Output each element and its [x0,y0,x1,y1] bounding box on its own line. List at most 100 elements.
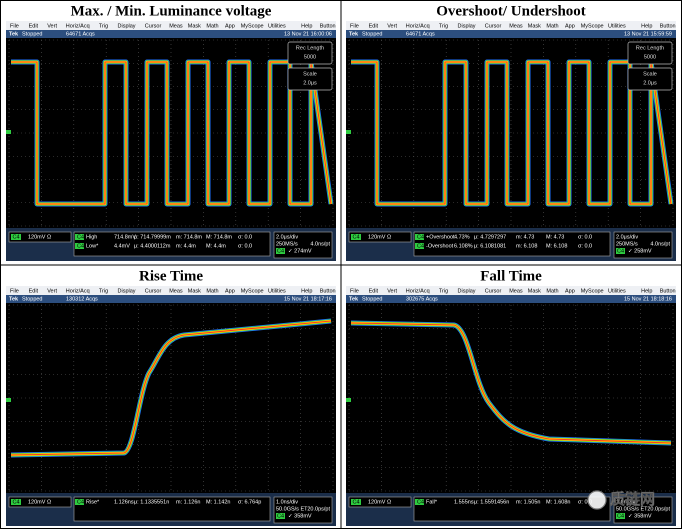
status-state: Stopped [22,296,43,302]
sample-rate: 250MS/s [616,241,638,247]
measure-tag [75,499,84,505]
menu-item: Button [660,288,676,294]
measure-cell: μ: 714.79999m [134,234,171,240]
trigger-level: ✓ 274mV [288,248,312,254]
measure-box [73,231,271,257]
measure-cell: m: 6.108 [516,243,537,249]
trigger-level: ✓ 358mV [288,513,312,519]
waveform [10,320,332,456]
status-state: Stopped [22,31,43,37]
menu-item: Vert [47,288,57,294]
status-acqs: 130312 Acqs [66,296,98,302]
menu-item: MyScope [581,23,604,29]
channel-box [348,231,412,243]
status-acqs: 64671 Acqs [66,31,95,37]
measure-cell: σ: 0.0 [578,234,592,240]
measure-cell: M: 1.142n [206,499,230,505]
measure-cell: σ: 0.0 [578,243,592,249]
trigger-source: C4 [617,513,624,519]
menu-item: App [565,23,575,29]
menu-item: Edit [29,23,39,29]
menu-item: File [350,23,359,29]
oscilloscope-screenshot: File Edit Vert Horiz/Acq Trig Display Cursor Me… [346,286,676,526]
measure-cell: σ: 0.0 [578,499,592,505]
menu-item: Vert [387,288,397,294]
resolution: 4.0ns/pt [650,241,670,247]
trigger-level: ✓ 358mV [628,513,652,519]
menu-bar [346,286,676,295]
channel-tag [351,234,361,240]
measure-cell: 714.8mV [114,234,136,240]
measure-cell: 4.73% [454,234,470,240]
sample-rate: 250MS/s [276,241,298,247]
status-acqs: 64671 Acqs [406,31,435,37]
menu-item: Display [458,288,476,294]
measure-cell: M: 4.73 [546,234,564,240]
oscilloscope-screenshot: File Edit Vert Horiz/Acq Trig Display Cursor Me… [6,21,336,261]
panel-title: Overshoot/ Undershoot [436,3,586,19]
status-state: Stopped [362,296,383,302]
status-bar [346,295,676,303]
side-box [287,67,333,91]
measure-tag [415,243,424,249]
measure-cell: σ: 6.764p [238,499,261,505]
measure-cell: High [86,234,97,240]
measure-cell: σ: 0.0 [238,234,252,240]
status-brand: Tek [349,296,359,302]
menu-item: App [225,288,235,294]
timebase: 2.0μs/div [276,234,298,240]
side-box [627,67,673,91]
measure-tag [415,499,424,505]
side-value: 2.0μs [643,80,657,86]
channel-box [8,231,72,243]
watermark: 质链网 [610,490,655,508]
side-value: 2.0μs [303,80,317,86]
measure-cell: m: 1.126n [176,499,200,505]
trigger-tag [616,248,625,254]
resolution: 20.0ps/pt [647,506,670,512]
menu-item: File [10,288,19,294]
menu-item: Help [301,288,312,294]
measure-cell: Rise* [86,499,100,505]
menu-item: Meas [169,288,183,294]
waveform [351,61,672,205]
watermark-icon [587,490,607,510]
menu-item: Utilities [608,23,626,29]
menu-item: Button [320,23,336,29]
sample-rate: 50.0GS/s ET [616,506,648,512]
status-bar [6,30,336,38]
status-state: Stopped [362,31,383,37]
resolution: 20.0ps/pt [307,506,330,512]
measure-cell: M: 6.108 [546,243,567,249]
menu-item: Meas [169,23,183,29]
channel-name: C4 [12,234,19,240]
menu-item: Cursor [485,288,502,294]
menu-item: Trig [439,23,448,29]
menu-item: Cursor [145,288,162,294]
menu-item: Cursor [145,23,162,29]
status-date: 13 Nov 21 16:00:06 [284,31,332,37]
menu-item: Meas [509,288,523,294]
measure-cell: C4 [77,499,84,505]
status-acqs: 302675 Acqs [406,296,438,302]
menu-item: Math [206,288,218,294]
trigger-source: C4 [277,513,284,519]
menu-item: Mask [528,288,541,294]
menu-item: Utilities [608,288,626,294]
measure-cell: 4.4mV [114,243,130,249]
side-label: Rec Length [296,45,324,51]
menu-item: Display [458,23,476,29]
menu-item: Help [641,288,652,294]
channel-marker [6,130,11,134]
panel-title: Max. / Min. Luminance voltage [71,3,272,19]
measure-cell: μ: 1.5591456n [474,499,509,505]
panel-title: Fall Time [480,268,542,284]
menu-item: Display [118,288,136,294]
measure-cell: m: 4.4m [176,243,196,249]
measure-cell: C4 [417,499,424,505]
waveform [350,322,672,444]
menu-item: MyScope [241,23,264,29]
menu-item: Horiz/Acq [66,288,90,294]
status-bar [346,30,676,38]
